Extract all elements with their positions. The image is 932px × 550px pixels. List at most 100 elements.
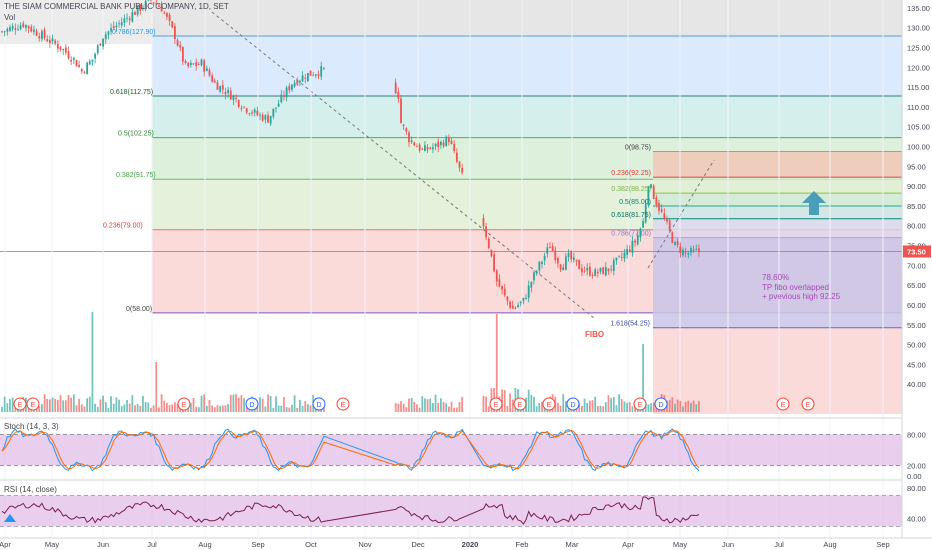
volume-bar: [48, 399, 51, 412]
candle-body: [33, 29, 35, 32]
price-tick-label: 130.00: [907, 24, 930, 33]
price-axis: 40.0045.0050.0055.0060.0065.0070.0075.00…: [901, 0, 932, 540]
candle-body: [232, 96, 235, 101]
candle-body: [30, 26, 33, 32]
candle-body: [208, 69, 211, 76]
candle-body: [27, 25, 30, 29]
volume-bar: [267, 394, 269, 412]
volume-bar: [293, 395, 296, 412]
candle-body: [48, 40, 51, 43]
candle-body: [102, 38, 104, 47]
candle-body: [163, 12, 166, 14]
price-tick-label: 70.00: [907, 261, 926, 270]
volume-bar: [43, 394, 46, 412]
candle-body: [666, 219, 668, 222]
candle-body: [636, 234, 639, 245]
volume-bar: [285, 407, 288, 412]
candle-body: [240, 107, 243, 109]
candle-body: [535, 271, 538, 274]
volume-bar: [442, 402, 445, 412]
candle-body: [549, 247, 551, 249]
candle-body: [184, 61, 187, 63]
volume-bar: [562, 394, 565, 412]
candle-body: [493, 254, 495, 272]
candle-body: [19, 25, 22, 30]
candle-body: [243, 106, 245, 108]
candle-body: [62, 49, 65, 51]
candle-body: [38, 36, 41, 39]
candle-body: [251, 112, 253, 114]
candle-body: [78, 64, 81, 67]
candle-body: [275, 107, 277, 109]
volume-bar: [277, 405, 280, 412]
candle-body: [586, 267, 589, 271]
volume-bar: [200, 395, 203, 412]
up-arrow-icon: [802, 191, 826, 215]
candles-layer: [1, 0, 700, 310]
volume-bar: [445, 403, 448, 412]
candle-body: [301, 75, 304, 82]
volume-bar: [668, 399, 671, 412]
candle-body: [679, 246, 682, 254]
candle-body: [591, 275, 594, 276]
candle-body: [120, 22, 123, 26]
candle-body: [434, 143, 437, 147]
rsi-pane: [0, 479, 902, 527]
volume-bar: [299, 399, 301, 412]
volume-bar: [397, 403, 400, 412]
stoch-tick-label: 80.00: [907, 430, 926, 439]
volume-bar: [203, 394, 206, 412]
price-tick-label: 45.00: [907, 360, 926, 369]
candle-body: [580, 268, 583, 273]
volume-bar: [227, 404, 229, 412]
candle-body: [41, 31, 43, 40]
candle-body: [642, 220, 644, 228]
price-tick-label: 100.00: [907, 143, 930, 152]
candle-body: [626, 248, 628, 255]
candle-body: [559, 264, 562, 270]
time-tick-label: Sep: [251, 540, 264, 549]
candle-body: [450, 140, 453, 144]
candle-body: [285, 87, 288, 98]
candle-body: [155, 3, 158, 5]
candle-body: [583, 270, 586, 272]
candle-body: [211, 75, 214, 82]
time-axis-background: [0, 538, 932, 550]
event-marker: [13, 397, 27, 411]
candle-body: [245, 108, 248, 113]
candle-body: [631, 240, 634, 253]
candle-body: [498, 279, 501, 287]
candle-body: [174, 26, 176, 40]
volume-bar: [240, 395, 243, 412]
volume-bar: [652, 402, 655, 412]
candle-body: [612, 260, 615, 271]
volume-bar: [91, 312, 94, 412]
price-tick-label: 135.00: [907, 4, 930, 13]
candle-body: [307, 72, 309, 82]
candle-body: [229, 90, 232, 100]
stoch-tick-label: 0.00: [907, 472, 922, 481]
volume-bar: [679, 401, 682, 412]
candle-body: [644, 204, 647, 223]
event-marker-label: D: [316, 402, 321, 409]
candle-body: [187, 62, 190, 67]
price-tick-label: 50.00: [907, 341, 926, 350]
volume-bar: [304, 401, 307, 412]
time-tick-label: Jun: [97, 540, 109, 549]
volume-bar: [557, 402, 559, 412]
price-tick-label: 80.00: [907, 222, 926, 231]
volume-bar: [309, 405, 312, 412]
fib-label-left: 0.236(79.00): [103, 223, 143, 230]
candle-body: [692, 249, 695, 251]
candle-body: [195, 62, 198, 66]
volume-bar: [166, 402, 168, 412]
fib-label-left: 0.382(91.75): [116, 172, 156, 179]
volume-bar: [503, 390, 506, 412]
volume-bar: [197, 407, 200, 412]
volume-bar: [46, 398, 49, 412]
candle-body: [397, 91, 400, 99]
price-tick-label: 125.00: [907, 44, 930, 53]
volume-bar: [413, 401, 416, 412]
event-marker-label: E: [638, 402, 643, 409]
